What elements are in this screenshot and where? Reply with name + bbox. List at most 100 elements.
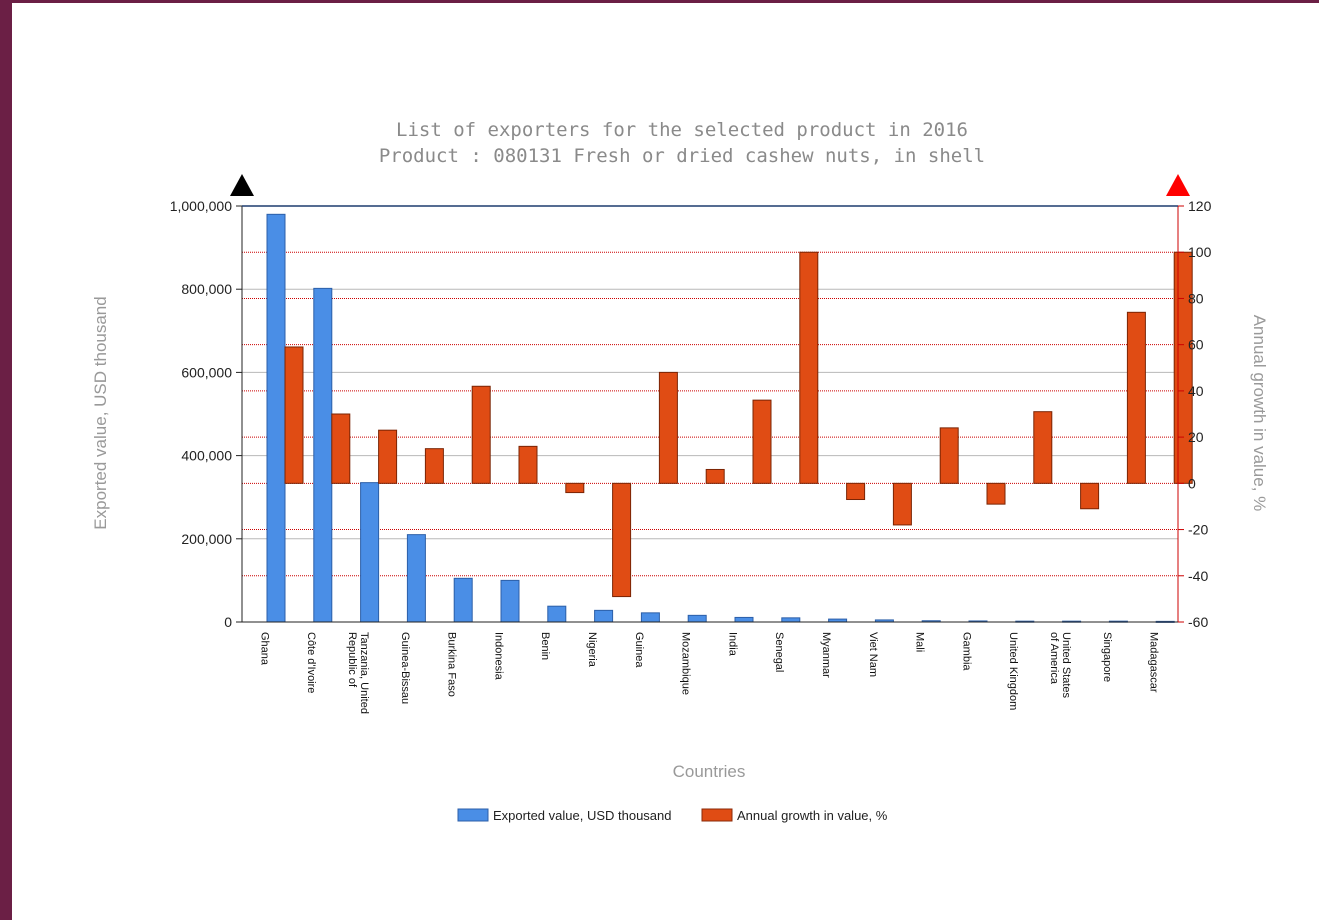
legend-label-exported: Exported value, USD thousand (493, 808, 672, 823)
y2-tick-label: 100 (1188, 244, 1212, 260)
bar-exported (453, 577, 473, 623)
x-tick-label: Burkina Faso (446, 632, 458, 697)
x-tick-label: Mali (914, 632, 926, 652)
x-tick-label-line: India (726, 632, 738, 657)
x-tick-label: Benin (539, 632, 551, 660)
x-tick-label: United Kingdom (1007, 632, 1019, 710)
bar-exported (734, 616, 754, 623)
y-axis-title: Exported value, USD thousand (91, 296, 110, 529)
y2-axis-marker-icon (1166, 174, 1190, 196)
bar-growth (658, 371, 678, 484)
y-tick-label: 200,000 (181, 531, 232, 547)
x-tick-label-line: Nigeria (586, 632, 598, 668)
bar-exported (781, 617, 801, 623)
x-tick-label: Mozambique (680, 632, 692, 695)
chart-title: List of exporters for the selected produ… (396, 119, 968, 141)
x-tick-label-line: Viet Nam (867, 632, 879, 677)
bar-growth (565, 482, 585, 494)
legend-label-growth: Annual growth in value, % (737, 808, 888, 823)
x-tick-label-line: Mali (914, 632, 926, 652)
legend-swatch-exported (457, 808, 489, 822)
bar-exported (547, 605, 567, 623)
x-tick-label-line: Ghana (258, 632, 270, 666)
y-axis-marker-icon (230, 174, 254, 196)
x-tick-label: Côte d'Ivoire (305, 632, 317, 693)
x-tick-label-line: Benin (539, 632, 551, 660)
bar-growth (939, 427, 959, 484)
x-tick-label: Indonesia (492, 632, 504, 681)
bar-growth (284, 346, 304, 484)
y-tick-label: 600,000 (181, 364, 232, 380)
x-tick-label-line: Mozambique (680, 632, 692, 695)
x-tick-label: Guinea (633, 632, 645, 668)
bar-growth (1080, 482, 1100, 510)
x-tick-label: Singapore (1101, 632, 1113, 682)
bar-growth (986, 482, 1006, 505)
x-tick-label-line: Guinea (633, 632, 645, 668)
bar-exported (687, 614, 707, 623)
chart-subtitle: Product : 080131 Fresh or dried cashew n… (379, 145, 985, 167)
x-tick-label-line: Guinea-Bissau (399, 632, 411, 704)
y-tick-label: 800,000 (181, 281, 232, 297)
x-tick-label-line: of America (1048, 632, 1060, 685)
x-tick-label-line: Myanmar (820, 632, 832, 678)
bar-growth (799, 251, 819, 484)
x-tick-label: Nigeria (586, 632, 598, 668)
x-tick-label-line: Tanzania, United (358, 632, 370, 714)
bar-growth (612, 482, 632, 598)
y2-tick-label: 120 (1188, 198, 1212, 214)
bar-growth (892, 482, 912, 526)
bar-growth (518, 445, 538, 484)
y-tick-label: 1,000,000 (170, 198, 232, 214)
bar-exported (594, 609, 614, 623)
y2-tick-label: 80 (1188, 290, 1204, 306)
y2-axis-title: Annual growth in value, % (1250, 315, 1269, 512)
x-tick-label-line: Burkina Faso (446, 632, 458, 697)
bar-exported (266, 213, 286, 623)
x-tick-label-line: Singapore (1101, 632, 1113, 682)
x-tick-label: Senegal (773, 632, 785, 672)
bar-growth (752, 399, 772, 484)
x-tick-label-line: United States (1060, 632, 1072, 699)
x-tick-label-line: Republic of (346, 632, 358, 688)
x-axis-title: Countries (673, 762, 746, 781)
y2-tick-label: 40 (1188, 383, 1204, 399)
bar-growth (424, 448, 444, 484)
y2-tick-label: -40 (1188, 568, 1208, 584)
y2-tick-label: 0 (1188, 475, 1196, 491)
y2-tick-label: 60 (1188, 337, 1204, 353)
bar-exported (406, 534, 426, 623)
y-tick-label: 400,000 (181, 448, 232, 464)
bar-growth (1033, 411, 1053, 484)
bar-growth (471, 385, 491, 484)
x-tick-label-line: United Kingdom (1007, 632, 1019, 710)
bar-exported (360, 482, 380, 623)
x-tick-label: Guinea-Bissau (399, 632, 411, 704)
bar-exported (313, 287, 333, 623)
x-tick-label: India (726, 632, 738, 657)
y2-tick-label: -20 (1188, 522, 1208, 538)
x-tick-label-line: Côte d'Ivoire (305, 632, 317, 693)
x-tick-label: Gambia (960, 632, 972, 671)
legend-swatch-growth (701, 808, 733, 822)
x-tick-label-line: Indonesia (492, 632, 504, 681)
y2-tick-label: 20 (1188, 429, 1204, 445)
x-tick-label: Viet Nam (867, 632, 879, 677)
bar-layer (266, 213, 1193, 623)
axis-layer: 0 200,000 400,000 600,000 800,000 1,000,000 -6… (170, 174, 1212, 714)
y-tick-label: 0 (224, 614, 232, 630)
chart-svg: List of exporters for the selected produ… (91, 119, 1269, 823)
bar-growth (1173, 251, 1193, 484)
bar-growth (378, 429, 398, 484)
x-tick-label: Madagascar (1148, 632, 1160, 693)
legend: Exported value, USD thousand Annual grow… (457, 808, 888, 823)
x-tick-label: Ghana (258, 632, 270, 666)
y2-tick-label: -60 (1188, 614, 1208, 630)
bar-growth (331, 413, 351, 484)
x-tick-label-line: Madagascar (1148, 632, 1160, 693)
bar-growth (1126, 311, 1146, 484)
bar-growth (846, 482, 866, 501)
